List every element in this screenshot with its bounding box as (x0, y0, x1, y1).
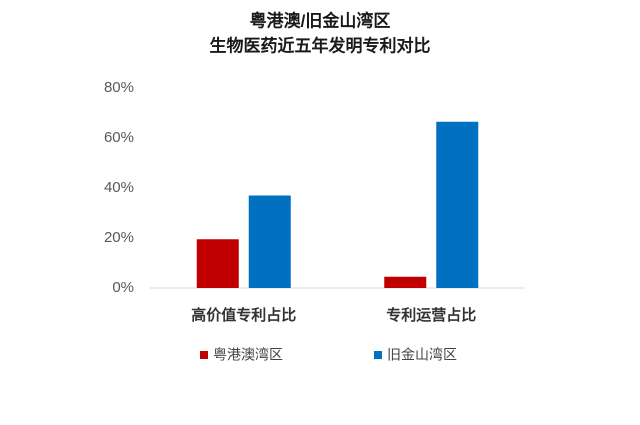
bar (248, 195, 291, 288)
y-tick-label: 80% (104, 79, 134, 96)
legend-label: 旧金山湾区 (387, 347, 457, 363)
y-tick-label: 60% (104, 129, 134, 146)
legend-label: 粤港澳湾区 (213, 347, 283, 363)
x-tick-label: 高价值专利占比 (191, 306, 296, 324)
bar (436, 121, 479, 288)
y-tick-label: 0% (112, 279, 134, 296)
y-tick-label: 20% (104, 229, 134, 246)
chart-title: 粤港澳/旧金山湾区 (250, 10, 391, 30)
legend-swatch (374, 351, 382, 359)
bar (196, 239, 239, 288)
bar (384, 276, 427, 288)
y-tick-label: 40% (104, 179, 134, 196)
legend-swatch (200, 351, 208, 359)
x-tick-label: 专利运营占比 (386, 306, 476, 324)
chart-title: 生物医药近五年发明专利对比 (210, 35, 431, 55)
